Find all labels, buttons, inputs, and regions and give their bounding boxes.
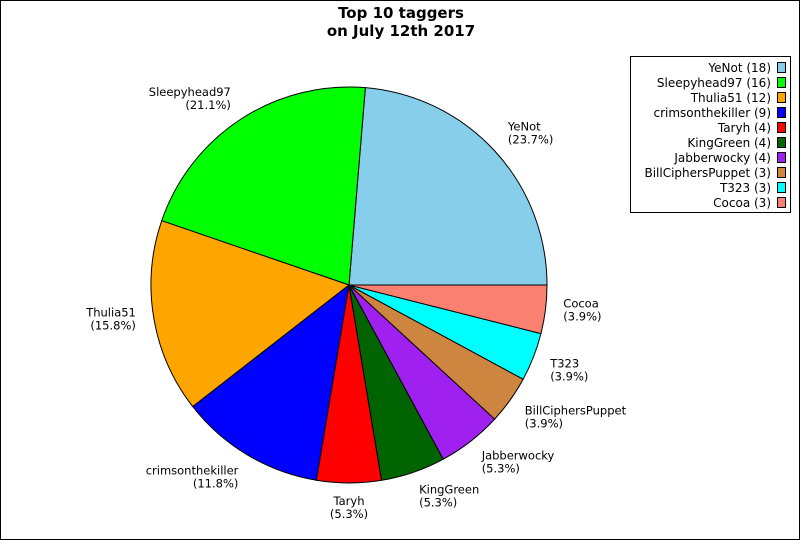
slice-percent-billcipherspuppet: (3.9%) [525, 417, 563, 431]
legend-label: Thulia51 (12) [690, 90, 771, 105]
slice-percent-sleepyhead97: (21.1%) [185, 98, 231, 112]
legend-item-yenot: YeNot (18) [635, 60, 786, 75]
legend-swatch [777, 107, 786, 118]
slice-percent-taryh: (5.3%) [330, 507, 368, 521]
legend-item-taryh: Taryh (4) [635, 120, 786, 135]
chart-title-line-1: Top 10 taggers [338, 4, 464, 22]
legend-label: KingGreen (4) [687, 135, 771, 150]
slice-label-sleepyhead97: Sleepyhead97 [149, 85, 231, 99]
pie-slice-cocoa [348, 284, 548, 335]
legend-swatch [777, 77, 786, 88]
pie-slice-yenot [348, 87, 548, 286]
slice-percent-kinggreen: (5.3%) [419, 495, 457, 509]
slice-label-kinggreen: KingGreen [419, 482, 479, 496]
slice-percent-t323: (3.9%) [550, 370, 588, 384]
legend-item-crimsonthekiller: crimsonthekiller (9) [635, 105, 786, 120]
slice-label-yenot: YeNot [507, 120, 541, 134]
chart-title-line-2: on July 12th 2017 [326, 22, 476, 40]
legend-item-cocoa: Cocoa (3) [635, 195, 786, 210]
legend: YeNot (18) Sleepyhead97 (16) Thulia51 (12)… [630, 56, 791, 213]
pie-slice-sleepyhead97 [161, 86, 366, 286]
pie-slice-thulia51 [150, 220, 351, 408]
legend-label: crimsonthekiller (9) [653, 105, 771, 120]
legend-item-kinggreen: KingGreen (4) [635, 135, 786, 150]
pie-labels: YeNot(23.7%)Sleepyhead97(21.1%)Thulia51(… [85, 85, 626, 521]
legend-item-thulia51: Thulia51 (12) [635, 90, 786, 105]
slice-label-thulia51: Thulia51 [85, 306, 136, 320]
legend-item-sleepyhead97: Sleepyhead97 (16) [635, 75, 786, 90]
slice-label-cocoa: Cocoa [563, 297, 598, 311]
slice-label-taryh: Taryh [333, 494, 365, 508]
slice-percent-thulia51: (15.8%) [90, 319, 136, 333]
legend-label: Sleepyhead97 (16) [656, 75, 771, 90]
legend-label: BillCiphersPuppet (3) [644, 165, 771, 180]
pie-slices [150, 86, 548, 484]
chart-title: Top 10 taggers on July 12th 2017 [1, 4, 799, 40]
slice-label-billcipherspuppet: BillCiphersPuppet [525, 404, 627, 418]
legend-swatch [777, 62, 786, 73]
legend-swatch [777, 122, 786, 133]
legend-label: Cocoa (3) [713, 195, 771, 210]
slice-percent-yenot: (23.7%) [508, 133, 554, 147]
legend-swatch [777, 137, 786, 148]
slice-label-t323: T323 [549, 357, 579, 371]
legend-label: T323 (3) [719, 180, 771, 195]
legend-label: Taryh (4) [717, 120, 771, 135]
slice-label-jabberwocky: Jabberwocky [481, 449, 555, 463]
legend-item-jabberwocky: Jabberwocky (4) [635, 150, 786, 165]
slice-percent-crimsonthekiller: (11.8%) [193, 477, 239, 491]
legend-item-t323: T323 (3) [635, 180, 786, 195]
legend-swatch [777, 92, 786, 103]
legend-label: Jabberwocky (4) [674, 150, 771, 165]
slice-label-crimsonthekiller: crimsonthekiller [146, 464, 239, 478]
legend-item-billcipherspuppet: BillCiphersPuppet (3) [635, 165, 786, 180]
legend-swatch [777, 167, 786, 178]
legend-swatch [777, 152, 786, 163]
legend-label: YeNot (18) [708, 60, 771, 75]
legend-swatch [777, 182, 786, 193]
slice-percent-jabberwocky: (5.3%) [482, 462, 520, 476]
slice-percent-cocoa: (3.9%) [563, 310, 601, 324]
pie-slice-crimsonthekiller [192, 283, 350, 481]
legend-swatch [777, 197, 786, 208]
